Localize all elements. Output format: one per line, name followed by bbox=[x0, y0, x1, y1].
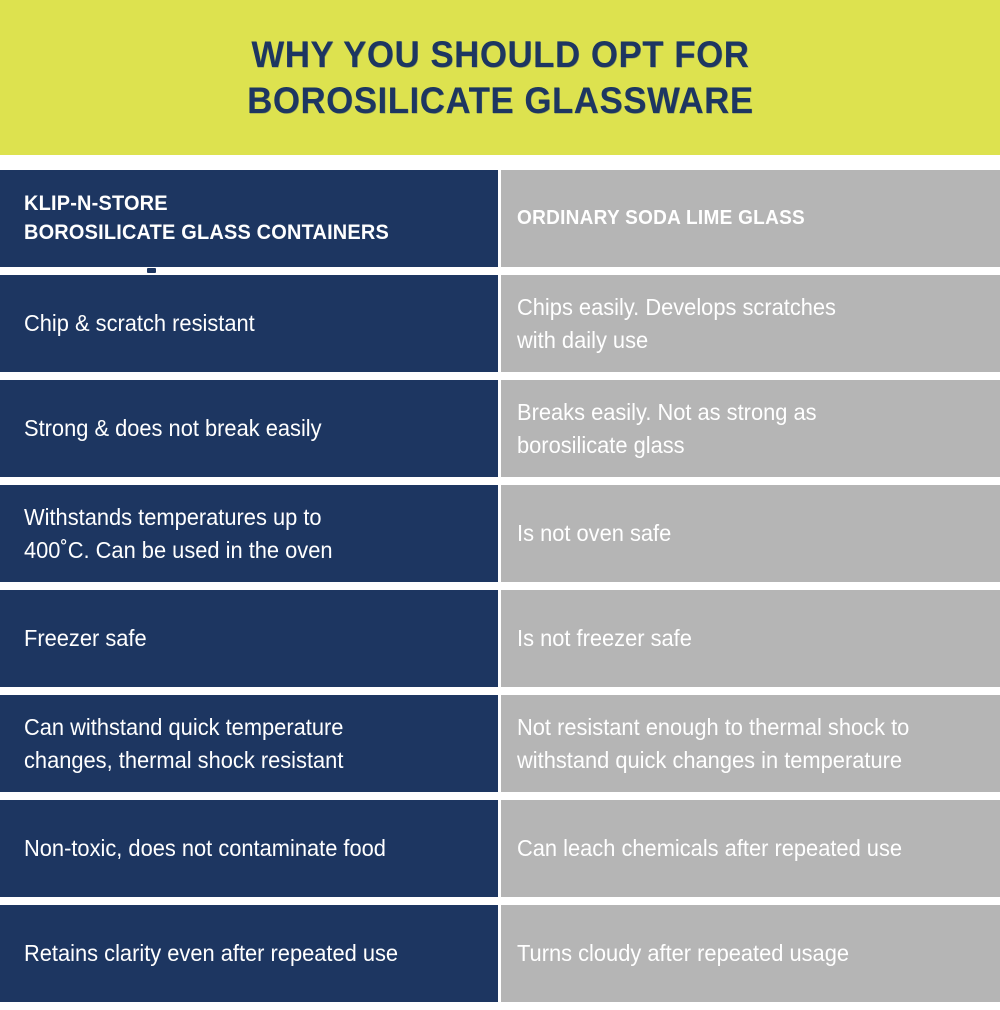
decorative-speck bbox=[147, 268, 156, 273]
cell-label-right: Can leach chemicals after repeated use bbox=[517, 835, 903, 862]
table-header-row: KLIP-N-STORE BOROSILICATE GLASS CONTAINE… bbox=[0, 170, 1000, 267]
table-cell-right: Turns cloudy after repeated usage bbox=[501, 905, 1000, 1002]
cell-label-left: Retains clarity even after repeated use bbox=[24, 940, 399, 967]
table-cell-left: Freezer safe bbox=[0, 590, 501, 687]
table-header-cell-ordinary-glass: ORDINARY SODA LIME GLASS bbox=[501, 170, 1000, 267]
table-cell-right: Can leach chemicals after repeated use bbox=[501, 800, 1000, 897]
table-cell-right: Not resistant enough to thermal shock to… bbox=[501, 695, 1000, 792]
table-cell-left: Withstands temperatures up to 400˚C. Can… bbox=[0, 485, 501, 582]
table-row: Can withstand quick temperature changes,… bbox=[0, 695, 1000, 792]
header-banner: WHY YOU SHOULD OPT FOR BOROSILICATE GLAS… bbox=[0, 0, 1000, 155]
table-row: Non-toxic, does not contaminate food Can… bbox=[0, 800, 1000, 897]
table-cell-right: Breaks easily. Not as strong as borosili… bbox=[501, 380, 1000, 477]
cell-label-right: Is not oven safe bbox=[517, 520, 672, 547]
table-row: Freezer safe Is not freezer safe bbox=[0, 590, 1000, 687]
table-row: Retains clarity even after repeated use … bbox=[0, 905, 1000, 1002]
cell-label-left: Withstands temperatures up to 400˚C. Can… bbox=[24, 503, 333, 563]
table-row: Chip & scratch resistant Chips easily. D… bbox=[0, 275, 1000, 372]
table-cell-left: Can withstand quick temperature changes,… bbox=[0, 695, 501, 792]
table-cell-right: Chips easily. Develops scratches with da… bbox=[501, 275, 1000, 372]
page-title: WHY YOU SHOULD OPT FOR BOROSILICATE GLAS… bbox=[246, 34, 754, 121]
column-header-label-right: ORDINARY SODA LIME GLASS bbox=[517, 206, 805, 229]
table-cell-right: Is not freezer safe bbox=[501, 590, 1000, 687]
cell-label-right: Breaks easily. Not as strong as borosili… bbox=[517, 398, 817, 458]
cell-label-left: Non-toxic, does not contaminate food bbox=[24, 835, 386, 862]
column-header-label-left: KLIP-N-STORE BOROSILICATE GLASS CONTAINE… bbox=[24, 191, 389, 244]
table-cell-left: Non-toxic, does not contaminate food bbox=[0, 800, 501, 897]
cell-label-left: Chip & scratch resistant bbox=[24, 310, 255, 337]
table-cell-right: Is not oven safe bbox=[501, 485, 1000, 582]
cell-label-right: Not resistant enough to thermal shock to… bbox=[517, 713, 910, 773]
table-row: Strong & does not break easily Breaks ea… bbox=[0, 380, 1000, 477]
cell-label-left: Can withstand quick temperature changes,… bbox=[24, 713, 344, 773]
cell-label-right: Turns cloudy after repeated usage bbox=[517, 940, 850, 967]
table-cell-left: Chip & scratch resistant bbox=[0, 275, 501, 372]
cell-label-right: Chips easily. Develops scratches with da… bbox=[517, 293, 836, 353]
table-header-cell-klip-n-store: KLIP-N-STORE BOROSILICATE GLASS CONTAINE… bbox=[0, 170, 501, 267]
cell-label-left: Freezer safe bbox=[24, 625, 147, 652]
table-cell-left: Strong & does not break easily bbox=[0, 380, 501, 477]
table-row: Withstands temperatures up to 400˚C. Can… bbox=[0, 485, 1000, 582]
cell-label-left: Strong & does not break easily bbox=[24, 415, 322, 442]
comparison-table: KLIP-N-STORE BOROSILICATE GLASS CONTAINE… bbox=[0, 170, 1000, 1010]
table-cell-left: Retains clarity even after repeated use bbox=[0, 905, 501, 1002]
cell-label-right: Is not freezer safe bbox=[517, 625, 692, 652]
